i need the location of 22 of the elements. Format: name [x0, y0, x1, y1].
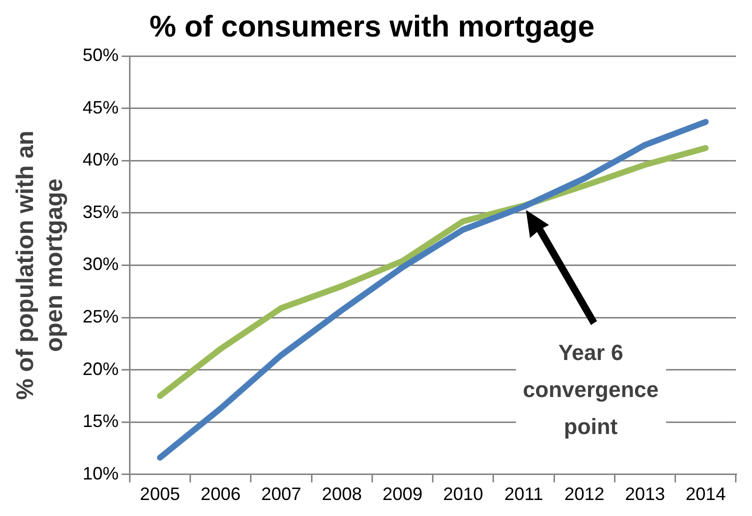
- x-tick-label: 2010: [443, 484, 484, 504]
- y-tick-label: 10%: [82, 463, 119, 484]
- x-tick-label: 2013: [625, 484, 666, 504]
- x-tick-label: 2014: [686, 484, 726, 504]
- y-tick-label: 50%: [82, 44, 119, 65]
- x-tick-label: 2012: [564, 484, 604, 504]
- y-tick-label: 15%: [82, 411, 119, 432]
- y-tick-label: 20%: [82, 358, 119, 379]
- chart-title: % of consumers with mortgage: [149, 10, 595, 44]
- x-tick-label: 2009: [382, 484, 423, 504]
- y-tick-label: 45%: [82, 97, 119, 118]
- x-tick-label: 2006: [200, 484, 241, 504]
- y-tick-label: 25%: [82, 306, 119, 326]
- y-axis-title: % of population with an open mortgage: [12, 130, 68, 400]
- x-tick-label: 2008: [322, 484, 362, 504]
- x-tick-label: 2005: [140, 484, 180, 504]
- x-tick-label: 2011: [504, 484, 544, 504]
- y-tick-label: 40%: [82, 150, 119, 170]
- y-tick-label: 30%: [82, 254, 119, 274]
- annotation: Year 6 convergence point: [516, 334, 666, 445]
- x-tick-label: 2007: [261, 484, 302, 504]
- y-tick-label: 35%: [82, 202, 119, 222]
